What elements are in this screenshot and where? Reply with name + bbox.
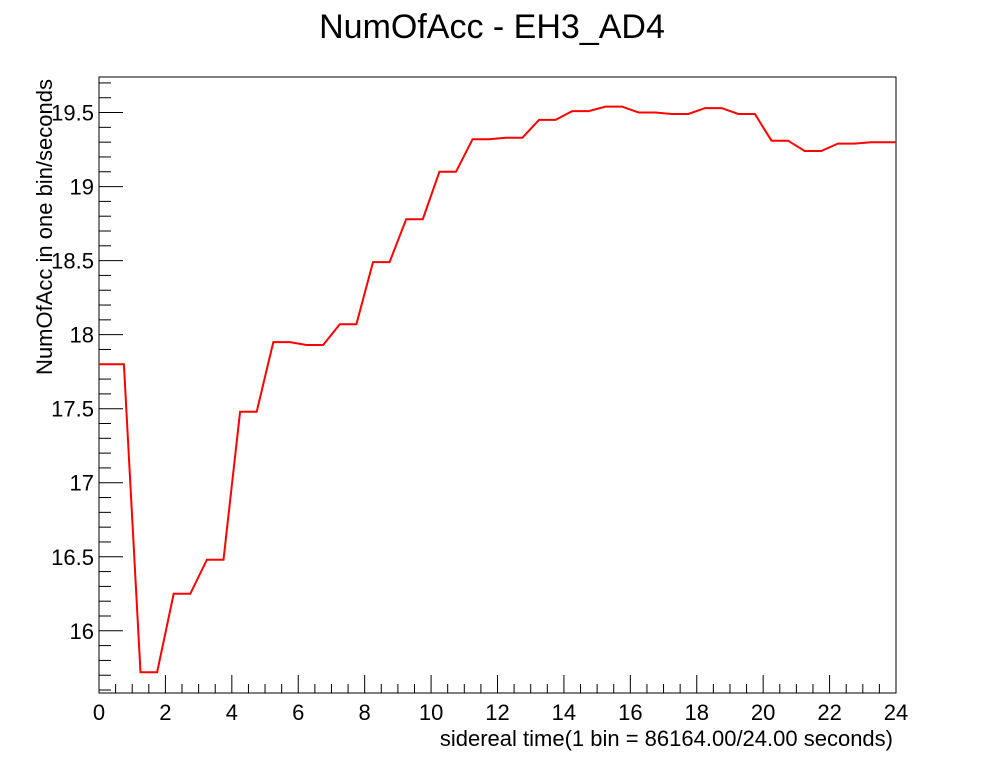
y-axis-label: NumOfAcc in one bin/seconds [32, 79, 57, 375]
x-axis-tick-labels: 0 2 4 6 8 10 12 14 16 18 20 22 24 [93, 700, 908, 725]
y-tick-label: 18 [70, 323, 94, 348]
x-tick-label: 8 [359, 700, 371, 725]
y-tick-label: 19.5 [51, 101, 94, 126]
x-tick-label: 6 [292, 700, 304, 725]
chart-title: NumOfAcc - EH3_AD4 [319, 8, 665, 46]
y-tick-label: 16.5 [51, 545, 94, 570]
x-tick-label: 14 [552, 700, 576, 725]
x-tick-label: 10 [419, 700, 443, 725]
x-tick-label: 2 [159, 700, 171, 725]
x-tick-label: 0 [93, 700, 105, 725]
y-tick-label: 16 [70, 619, 94, 644]
x-tick-label: 12 [485, 700, 509, 725]
series-line [99, 105, 896, 674]
x-tick-label: 22 [817, 700, 841, 725]
y-axis-ticks [99, 82, 123, 691]
x-tick-label: 24 [884, 700, 908, 725]
x-tick-label: 18 [685, 700, 709, 725]
y-tick-label: 18.5 [51, 249, 94, 274]
x-axis-ticks [98, 675, 897, 693]
y-tick-label: 17 [70, 471, 94, 496]
x-tick-label: 16 [618, 700, 642, 725]
y-tick-label: 17.5 [51, 397, 94, 422]
x-tick-label: 4 [226, 700, 238, 725]
x-tick-label: 20 [751, 700, 775, 725]
y-axis-tick-labels: 16 16.5 17 17.5 18 18.5 19 19.5 [51, 101, 94, 644]
x-axis-label: sidereal time(1 bin = 86164.00/24.00 sec… [440, 726, 893, 751]
plot-frame [98, 76, 897, 694]
y-tick-label: 19 [70, 175, 94, 200]
